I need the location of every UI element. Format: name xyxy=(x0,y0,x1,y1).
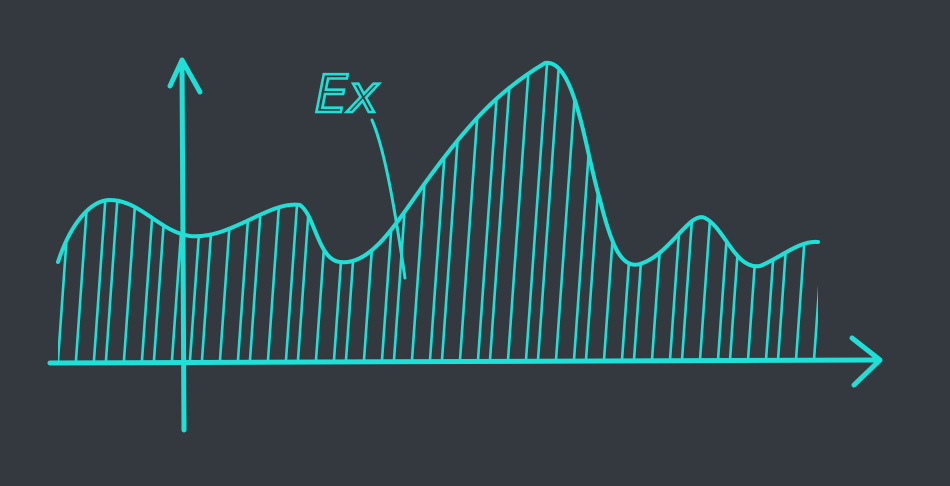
hatch-line xyxy=(58,62,82,362)
hatch-line xyxy=(620,62,646,362)
hatch-line xyxy=(764,62,790,362)
hatch-line xyxy=(680,62,706,362)
hatch-line xyxy=(476,62,502,362)
hatch-line xyxy=(668,62,694,362)
hatch-line xyxy=(200,62,226,362)
hatch-line xyxy=(632,62,658,362)
hatch-line xyxy=(584,62,610,362)
hatch-line xyxy=(728,62,754,362)
hatch-line xyxy=(602,62,628,362)
hatch-line xyxy=(392,62,418,362)
hatch-line xyxy=(506,62,532,362)
hatch-line xyxy=(716,62,742,362)
curve-label: Ex xyxy=(315,65,380,125)
hatch-line xyxy=(188,62,214,362)
hatch-line xyxy=(140,62,166,362)
hatch-line xyxy=(794,62,818,362)
hatch-line xyxy=(440,62,466,362)
x-axis-arrowhead xyxy=(849,335,883,388)
energy-curve xyxy=(56,60,820,269)
hatched-area xyxy=(58,62,818,362)
hatch-line xyxy=(248,62,274,362)
hatch-line xyxy=(524,62,550,362)
hatch-line xyxy=(650,62,676,362)
hatch-line xyxy=(488,62,514,362)
hatch-line xyxy=(104,62,130,362)
hatch-line xyxy=(776,62,802,362)
y-axis xyxy=(167,57,203,433)
x-axis xyxy=(47,335,883,388)
hatch-line xyxy=(746,62,772,362)
hatch-line xyxy=(428,62,454,362)
y-axis-arrowhead xyxy=(167,57,203,95)
hatch-line xyxy=(458,62,484,362)
hatch-line xyxy=(152,62,178,362)
hatch-line xyxy=(572,62,598,362)
hatch-line xyxy=(536,62,562,362)
hatch-line xyxy=(236,62,262,362)
hatch-line xyxy=(812,62,818,362)
curve-label-group: Ex xyxy=(314,64,407,280)
hatch-line xyxy=(698,62,724,362)
label-pointer-line xyxy=(370,118,407,280)
hatch-line xyxy=(218,62,244,362)
hatch-line xyxy=(410,62,436,362)
